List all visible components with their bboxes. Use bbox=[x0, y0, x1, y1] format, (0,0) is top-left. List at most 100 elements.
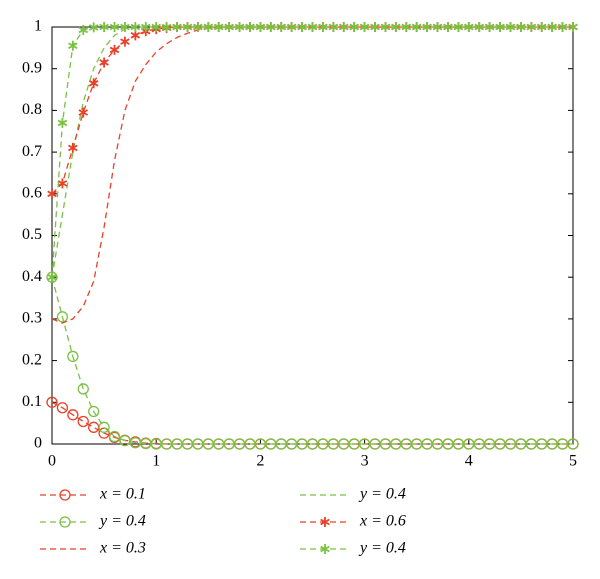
series-line bbox=[51, 26, 573, 195]
marker bbox=[338, 22, 349, 32]
marker bbox=[120, 36, 130, 47]
y-tick-label: 0.5 bbox=[22, 226, 42, 243]
series-line bbox=[51, 26, 573, 324]
marker bbox=[505, 22, 516, 32]
marker bbox=[172, 22, 182, 32]
marker bbox=[536, 22, 547, 32]
marker bbox=[77, 383, 89, 395]
marker bbox=[99, 57, 109, 68]
marker bbox=[56, 402, 69, 414]
marker bbox=[46, 396, 58, 408]
marker bbox=[484, 22, 495, 32]
marker bbox=[78, 107, 89, 118]
marker bbox=[318, 22, 328, 32]
marker bbox=[224, 22, 234, 32]
marker bbox=[401, 22, 412, 32]
marker bbox=[47, 188, 57, 199]
marker bbox=[557, 22, 568, 32]
marker bbox=[245, 22, 255, 32]
marker bbox=[57, 117, 68, 128]
marker bbox=[567, 438, 579, 450]
marker bbox=[59, 489, 71, 501]
y-tick-label: 0.4 bbox=[22, 268, 42, 285]
marker bbox=[370, 22, 380, 32]
series-line bbox=[51, 401, 573, 445]
series bbox=[46, 396, 579, 450]
marker bbox=[56, 311, 69, 323]
legend-item: y = 0.4 bbox=[300, 540, 406, 557]
marker bbox=[495, 22, 505, 32]
series-line bbox=[51, 277, 573, 445]
marker bbox=[140, 22, 151, 32]
marker bbox=[453, 22, 464, 32]
marker bbox=[130, 30, 141, 41]
marker bbox=[422, 22, 432, 32]
series bbox=[51, 26, 573, 324]
marker bbox=[380, 22, 391, 32]
series bbox=[47, 22, 578, 199]
marker bbox=[68, 40, 78, 51]
y-tick-label: 0.6 bbox=[22, 184, 42, 201]
marker bbox=[213, 22, 224, 32]
y-tick-label: 0.3 bbox=[22, 310, 42, 327]
legend-item: x = 0.3 bbox=[40, 540, 146, 557]
marker bbox=[297, 22, 307, 32]
legend-label: y = 0.4 bbox=[358, 486, 406, 503]
marker bbox=[88, 22, 99, 33]
marker bbox=[59, 516, 71, 528]
y-tick-label: 0.8 bbox=[22, 101, 42, 118]
marker bbox=[182, 22, 193, 32]
marker bbox=[88, 78, 99, 89]
marker bbox=[307, 22, 318, 32]
series-line bbox=[51, 26, 573, 278]
y-tick-label: 0.1 bbox=[22, 393, 42, 410]
legend-label: x = 0.1 bbox=[99, 486, 146, 503]
x-tick-label: 1 bbox=[152, 453, 160, 470]
marker bbox=[286, 22, 297, 32]
marker bbox=[464, 22, 474, 32]
marker bbox=[67, 409, 79, 421]
marker bbox=[120, 22, 130, 32]
marker bbox=[320, 544, 330, 554]
marker bbox=[474, 22, 485, 32]
marker bbox=[411, 22, 422, 32]
y-tick-label: 0.7 bbox=[22, 143, 42, 160]
series-line bbox=[51, 26, 573, 278]
marker bbox=[359, 22, 370, 32]
marker bbox=[109, 22, 120, 32]
legend-item: y = 0.4 bbox=[300, 486, 406, 503]
marker bbox=[67, 350, 79, 363]
marker bbox=[526, 22, 537, 32]
marker bbox=[320, 517, 330, 527]
series bbox=[46, 271, 579, 450]
marker bbox=[78, 24, 89, 35]
marker bbox=[568, 22, 578, 32]
marker bbox=[432, 22, 443, 32]
marker bbox=[68, 142, 78, 153]
legend-item: x = 0.6 bbox=[300, 513, 406, 530]
plot-frame bbox=[51, 26, 574, 445]
series bbox=[47, 22, 578, 283]
marker bbox=[130, 22, 141, 32]
marker bbox=[77, 415, 89, 428]
marker bbox=[99, 22, 109, 32]
x-tick-label: 4 bbox=[465, 453, 473, 470]
y-tick-label: 0 bbox=[34, 435, 42, 452]
marker bbox=[443, 22, 453, 32]
series bbox=[51, 26, 573, 278]
legend-label: x = 0.6 bbox=[359, 513, 406, 530]
y-tick-label: 1 bbox=[34, 18, 42, 35]
marker bbox=[328, 22, 339, 32]
marker bbox=[161, 22, 172, 32]
marker bbox=[119, 435, 131, 447]
y-tick-label: 0.9 bbox=[22, 59, 42, 76]
legend-label: x = 0.3 bbox=[99, 540, 146, 557]
marker bbox=[47, 272, 57, 283]
marker bbox=[391, 22, 401, 32]
marker bbox=[108, 430, 121, 443]
marker bbox=[88, 421, 100, 433]
legend-item: y = 0.4 bbox=[40, 513, 146, 530]
marker bbox=[547, 22, 557, 32]
legend-label: y = 0.4 bbox=[98, 513, 146, 530]
